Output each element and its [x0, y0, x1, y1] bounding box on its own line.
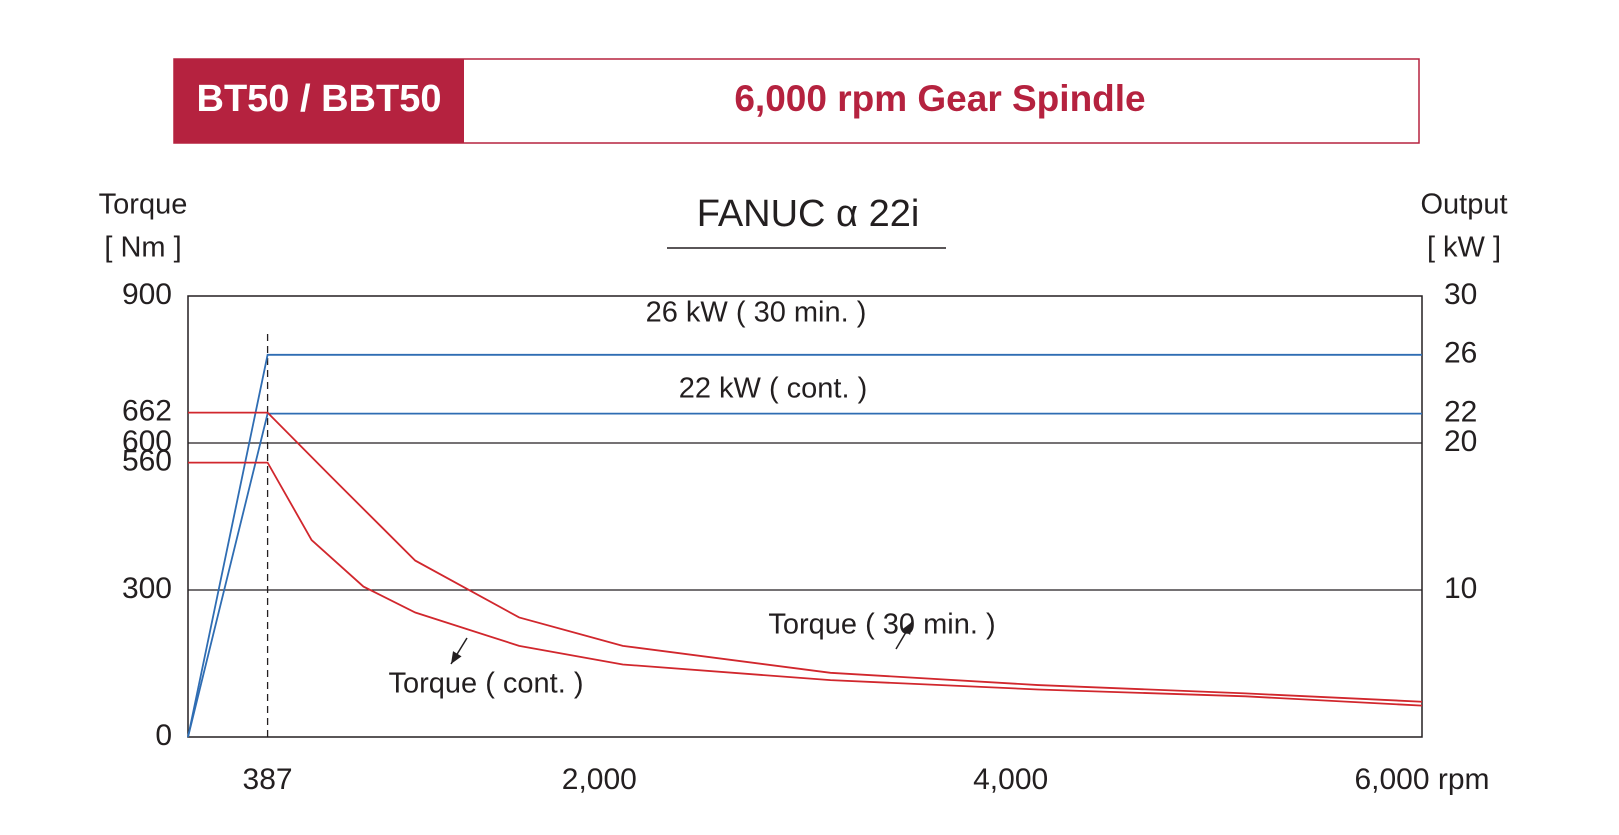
- y-tick-label: 600: [122, 425, 172, 458]
- series-line: [188, 411, 1423, 703]
- x-tick-label: 387: [243, 763, 293, 796]
- y-axis-label: Torque: [99, 189, 188, 221]
- y2-axis-label: [ kW ]: [1427, 232, 1501, 264]
- y2-tick-label: 22: [1444, 396, 1477, 429]
- header-title: 6,000 rpm Gear Spindle: [734, 78, 1145, 119]
- y2-tick-label: 26: [1444, 337, 1477, 370]
- series-label: Torque ( 30 min. ): [768, 609, 995, 641]
- y-tick-label: 662: [122, 395, 172, 428]
- x-tick-label: 6,000 rpm: [1354, 763, 1489, 796]
- arrow-head: [901, 622, 912, 635]
- series-label: 26 kW ( 30 min. ): [646, 297, 867, 329]
- y2-tick-label: 20: [1444, 425, 1477, 458]
- y-tick-label: 300: [122, 572, 172, 605]
- series-label: 22 kW ( cont. ): [679, 373, 868, 405]
- y-axis-label: [ Nm ]: [104, 232, 181, 264]
- x-tick-label: 4,000: [973, 763, 1048, 796]
- header-badge: BT50 / BBT50: [197, 78, 442, 120]
- y2-tick-label: 30: [1444, 278, 1477, 311]
- arrow-head: [451, 651, 462, 664]
- series-line: [187, 353, 1422, 738]
- header-badge-bg: [174, 59, 464, 143]
- y-tick-label: 900: [122, 278, 172, 311]
- y-tick-label: 0: [155, 719, 172, 752]
- y-tick-label: 560: [122, 445, 172, 478]
- series-line: [188, 461, 1423, 707]
- series-label: Torque ( cont. ): [388, 668, 583, 700]
- chart-title: FANUC α 22i: [697, 193, 920, 235]
- y2-tick-label: 10: [1444, 572, 1477, 605]
- y2-axis-label: Output: [1420, 189, 1507, 221]
- x-tick-label: 2,000: [562, 763, 637, 796]
- series-line: [187, 412, 1422, 738]
- plot-frame: [187, 295, 1423, 738]
